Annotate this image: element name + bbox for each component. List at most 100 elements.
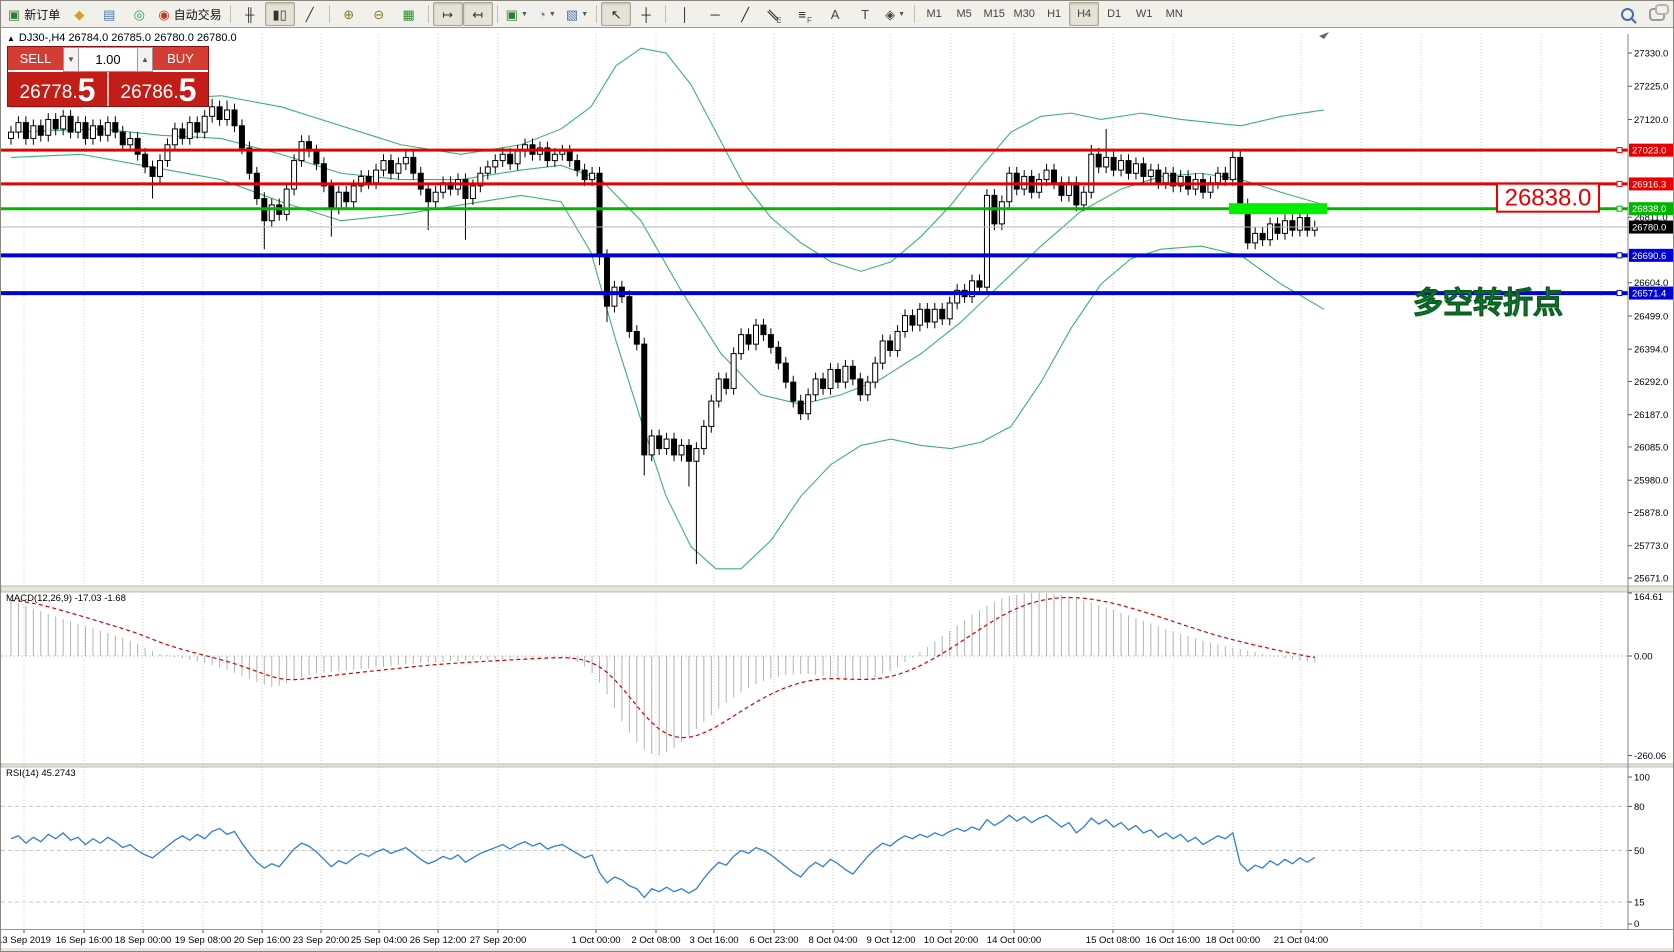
indicators-button[interactable]: ▧ ▼: [562, 2, 592, 26]
time-axis-label: 21 Oct 04:00: [1274, 935, 1328, 946]
time-axis-label: 15 Oct 08:00: [1086, 935, 1140, 946]
crystal-button[interactable]: ◆: [64, 2, 94, 26]
chevron-down-icon[interactable]: ▼: [581, 10, 589, 18]
vertical-line-button[interactable]: │: [670, 2, 700, 26]
chart-title: ▲ DJ30-,H4 26784.0 26785.0 26780.0 26780.…: [7, 32, 237, 44]
time-axis-label: 3 Oct 16:00: [689, 935, 738, 946]
new-template-button[interactable]: ▣ ▼: [502, 2, 532, 26]
vertical-line-icon: │: [681, 6, 690, 22]
periods-icon: ◔: [538, 6, 546, 22]
timeframe-d1-icon: D1: [1107, 7, 1122, 20]
volume-increase-button[interactable]: ▲: [137, 47, 153, 72]
auto-trading-icon: ◉: [158, 6, 170, 22]
search-button[interactable]: [1612, 2, 1642, 26]
timeframe-m30-button[interactable]: M30: [1009, 2, 1039, 26]
timeframe-d1-button[interactable]: D1: [1099, 2, 1129, 26]
rsi-axis-label: 80: [1634, 802, 1645, 813]
sell-price[interactable]: 26778. 5: [8, 72, 107, 106]
price-label-chip: [1629, 286, 1673, 300]
new-template-icon: ▣: [505, 6, 518, 22]
equidistant-channel-button[interactable]: ∥ E: [764, 6, 782, 25]
fibonacci-button[interactable]: ≡ F: [798, 6, 812, 26]
collapse-icon[interactable]: ▲: [7, 34, 15, 43]
open-charts-button[interactable]: ▤: [94, 2, 124, 26]
periods-button[interactable]: ◔ ▼: [532, 2, 562, 26]
volume-decrease-button[interactable]: ▼: [63, 47, 79, 72]
zoom-in-button[interactable]: ⊕: [334, 2, 364, 26]
horizontal-line-button[interactable]: ─: [700, 2, 730, 26]
timeframe-m5-button[interactable]: M5: [949, 2, 979, 26]
new-order-icon: ▣: [8, 6, 21, 22]
text-button[interactable]: A: [820, 2, 850, 26]
price-axis-tick: 26085.0: [1634, 442, 1668, 453]
macd-histogram: [10, 592, 1316, 756]
time-axis[interactable]: 13 Sep 2019 16 Sep 16:00 18 Sep 00:00 19 Se…: [1, 930, 1328, 946]
chevron-down-icon[interactable]: ▼: [548, 10, 556, 18]
community-button[interactable]: [1642, 2, 1672, 26]
price-callout-box[interactable]: [1496, 182, 1600, 213]
buy-price[interactable]: 26786. 5: [109, 72, 208, 106]
trendline-button[interactable]: ╱: [730, 2, 760, 26]
chart-canvas[interactable]: 26838.0 多空转折点 27330.0 27225.0 27120.0 26811.0…: [1, 28, 1674, 952]
timeframe-mn-icon: MN: [1165, 7, 1183, 20]
price-label-text: 26571.4: [1632, 289, 1666, 300]
highlight-rectangle[interactable]: [1229, 203, 1327, 215]
price-label-chip: [1629, 220, 1673, 234]
chevron-down-icon[interactable]: ▼: [520, 10, 528, 18]
pane-separator[interactable]: [1, 763, 1674, 768]
rsi-axis-label: 100: [1634, 773, 1650, 784]
bar-chart-button[interactable]: ╫: [235, 2, 265, 26]
candlestick-chart-button[interactable]: ▮▯: [264, 2, 295, 26]
auto-scroll-button[interactable]: ↦: [432, 2, 463, 26]
toolbar-separator: [665, 5, 667, 23]
timeframe-h4-button[interactable]: H4: [1069, 2, 1100, 26]
price-label-text: 27023.0: [1632, 146, 1666, 157]
price-label-text: 26690.6: [1632, 251, 1666, 262]
toolbar-separator: [328, 5, 330, 23]
timeframe-h1-icon: H1: [1047, 7, 1062, 20]
toolbar-separator: [914, 5, 916, 23]
auto-trading-button[interactable]: ◉ 自动交易: [154, 2, 225, 26]
time-axis-label: 6 Oct 23:00: [749, 935, 798, 946]
sell-button[interactable]: SELL: [8, 47, 63, 72]
line-chart-button[interactable]: ╱: [295, 2, 325, 26]
timeframe-m15-button[interactable]: M15: [979, 2, 1009, 26]
price-axis-tick: 27120.0: [1634, 115, 1668, 126]
chart-shift-button[interactable]: ↤: [462, 2, 493, 26]
timeframe-m1-icon: M1: [926, 7, 942, 20]
chart-shift-marker[interactable]: [1319, 32, 1329, 39]
rsi-axis-label: 15: [1634, 897, 1645, 908]
volume-input[interactable]: [79, 47, 137, 72]
macd-axis-label: 164.61: [1634, 592, 1663, 603]
price-callout-text: 26838.0: [1505, 185, 1592, 212]
price-divider: [107, 72, 109, 106]
time-axis-label: 2 Oct 08:00: [631, 935, 680, 946]
toolbar-separator: [229, 5, 231, 23]
annotation-text[interactable]: 多空转折点: [1413, 287, 1564, 321]
price-axis-tick: 26604.0: [1634, 278, 1668, 289]
timeframe-w1-button[interactable]: W1: [1129, 2, 1159, 26]
buy-button[interactable]: BUY: [153, 47, 208, 72]
signals-button[interactable]: ◎: [124, 2, 154, 26]
timeframe-m1-button[interactable]: M1: [919, 2, 949, 26]
zoom-out-button[interactable]: ⊖: [364, 2, 394, 26]
crosshair-button[interactable]: ┼: [631, 2, 661, 26]
timeframe-mn-button[interactable]: MN: [1159, 2, 1189, 26]
arrows-button[interactable]: ◈ ▼: [880, 2, 910, 26]
bar-chart-icon: ╫: [245, 6, 255, 22]
open-charts-icon: ▤: [103, 6, 116, 22]
horizontal-lines[interactable]: [1, 147, 1628, 297]
text-label-button[interactable]: T: [850, 2, 880, 26]
toolbar-separator: [596, 5, 598, 23]
pane-separator[interactable]: [1, 585, 1674, 593]
time-axis-label: 16 Oct 16:00: [1146, 935, 1200, 946]
tile-windows-button[interactable]: ▦: [394, 2, 424, 26]
cursor-button[interactable]: ↖: [601, 2, 632, 26]
chevron-down-icon[interactable]: ▼: [898, 10, 906, 18]
timeframe-h1-button[interactable]: H1: [1039, 2, 1069, 26]
new-order-button[interactable]: ▣ 新订单: [4, 2, 64, 26]
chart-title-text: DJ30-,H4 26784.0 26785.0 26780.0 26780.0: [18, 32, 237, 44]
zoom-in-icon: ⊕: [343, 6, 355, 22]
time-axis-label: 23 Sep 20:00: [293, 935, 350, 946]
